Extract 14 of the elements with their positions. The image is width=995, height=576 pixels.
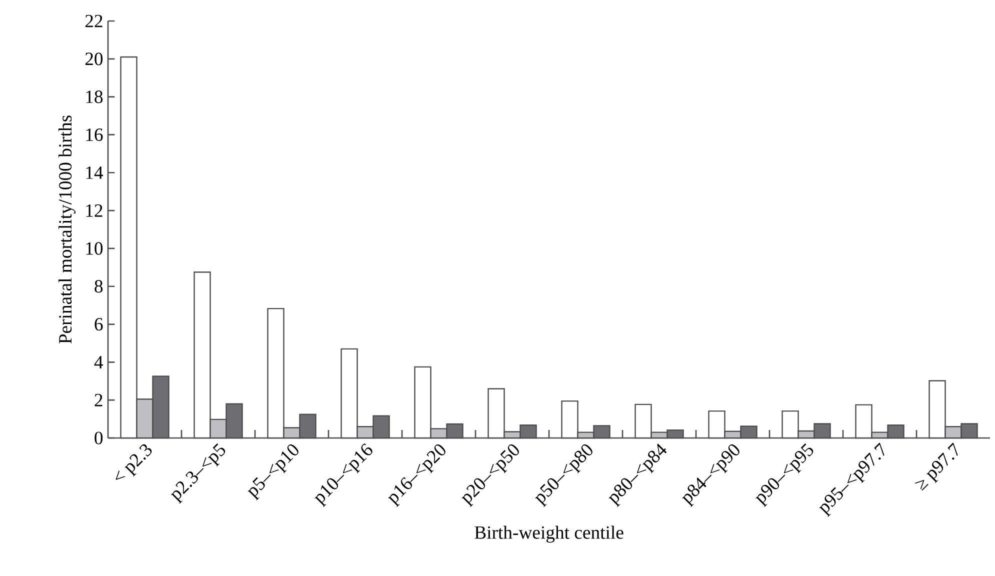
y-tick-label: 6 bbox=[94, 318, 103, 331]
y-tick-label: 8 bbox=[94, 280, 103, 293]
y-tick-label: 10 bbox=[86, 242, 103, 255]
y-tick-label: 14 bbox=[86, 166, 104, 179]
y-tick-label: 4 bbox=[94, 356, 104, 368]
y-tick-label: 2 bbox=[94, 394, 102, 406]
y-tick-label: 22 bbox=[85, 14, 102, 28]
x-axis-title: Birth-weight centile bbox=[474, 526, 624, 543]
y-tick-label: 18 bbox=[86, 90, 103, 104]
y-tick-label: 20 bbox=[85, 52, 103, 66]
y-tick-label: 12 bbox=[86, 204, 102, 217]
y-tick-label: 16 bbox=[86, 128, 103, 142]
y-tick-label: 0 bbox=[94, 432, 103, 444]
y-axis-title: Perinatal mortality/1000 births bbox=[58, 116, 76, 344]
